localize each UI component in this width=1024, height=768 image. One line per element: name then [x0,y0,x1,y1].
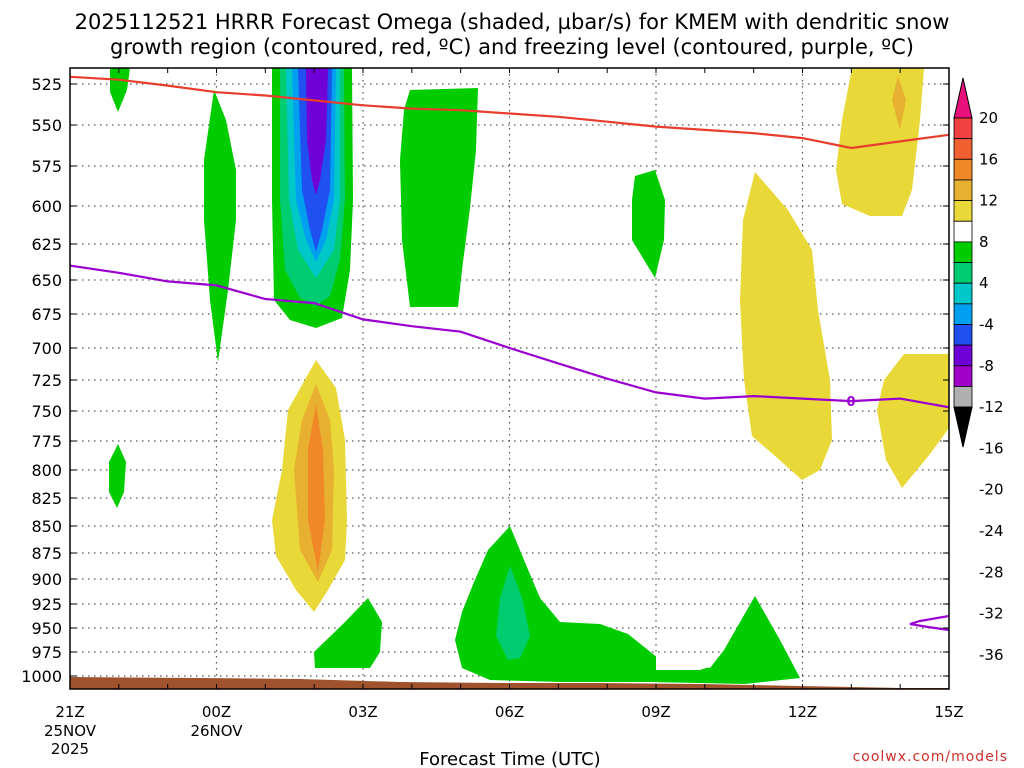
colorbar-tick-label: -12 [979,398,1004,416]
y-tick-label: 600 [31,197,62,216]
colorbar-tick-label: -24 [979,522,1004,540]
terrain-ground [70,677,949,689]
plot-area: 0 [69,67,950,690]
colorbar: 20 16 12 8 4 -4 -8 -12 -16 -20 -24 -28 -32 -36 [953,77,1004,664]
colorbar-band [953,241,973,263]
y-tick-label: 550 [31,116,62,135]
y-tick-label: 1000 [21,667,62,686]
x-tick-label: 00Z [202,703,231,721]
colorbar-tick-label: -36 [979,646,1004,664]
x-tick-label: 03Z [348,703,377,721]
colorbar-band [953,386,973,408]
y-tick-label: 850 [31,517,62,536]
colorbar-band [953,138,973,160]
colorbar-top-arrow [953,77,973,119]
y-tick-label: 975 [31,643,62,662]
omega-yellow-blob [740,172,832,480]
x-tick-label: 21Z [55,703,84,721]
freezing-level-line [70,264,949,409]
colorbar-band [953,158,973,181]
x-tick-label: 09Z [641,703,670,721]
colorbar-tick-label: -4 [979,316,994,334]
x-tick-label: 06Z [495,703,524,721]
omega-teal-blob [496,566,530,660]
y-tick-label: 675 [31,305,62,324]
y-tick-label: 525 [31,75,62,94]
chart-title-line1: 2025112521 HRRR Forecast Omega (shaded, … [75,10,950,34]
omega-darkorange-blob [308,404,325,572]
colorbar-tick-label: 16 [979,150,998,168]
y-tick-label: 725 [31,371,62,390]
colorbar-band [953,262,973,284]
colorbar-tick-label: 8 [979,233,989,251]
y-tick-label: 875 [31,544,62,563]
colorbar-tick-label: 12 [979,192,998,210]
omega-yellow-blob [877,354,949,488]
omega-white-gap [656,656,712,670]
x-tick-date: 26NOV [190,722,243,740]
colorbar-tick-label: 4 [979,274,989,292]
y-tick-label: 700 [31,339,62,358]
colorbar-tick-label: 20 [979,109,998,127]
omega-shading [109,68,949,684]
y-axis: 525 550 575 600 625 650 675 700 725 750 775 800 825 8… [21,75,949,686]
omega-green-blob [204,90,236,362]
colorbar-band [953,303,973,325]
x-tick-label: 15Z [934,703,963,721]
colorbar-band [953,324,973,346]
colorbar-tick-label: -20 [979,481,1004,499]
x-tick-date: 25NOV [44,722,97,740]
y-tick-label: 575 [31,157,62,176]
colorbar-band [953,365,973,387]
colorbar-band [953,179,973,201]
colorbar-tick-label: -8 [979,357,994,375]
omega-green-blob [314,598,382,668]
y-tick-label: 900 [31,570,62,589]
y-tick-label: 925 [31,595,62,614]
y-tick-label: 650 [31,271,62,290]
colorbar-band [953,117,973,140]
colorbar-tick-label: -16 [979,439,1004,457]
omega-green-blob [400,88,478,307]
x-axis-label: Forecast Time (UTC) [419,749,600,768]
colorbar-bottom-arrow [953,406,973,448]
colorbar-tick-label: -32 [979,605,1004,623]
x-tick-year: 2025 [51,740,89,758]
chart-title-line2: growth region (contoured, red, ºC) and f… [110,35,914,59]
y-tick-label: 800 [31,461,62,480]
y-tick-label: 625 [31,235,62,254]
colorbar-band [953,282,973,305]
y-tick-label: 750 [31,402,62,421]
omega-green-blob [109,444,126,508]
freezing-level-small-contour [909,614,949,632]
credit-text: coolwx.com/models [853,749,1008,765]
colorbar-tick-label: -28 [979,563,1004,581]
omega-green-blob [455,526,800,684]
y-tick-label: 775 [31,432,62,451]
colorbar-band [953,220,973,243]
y-tick-label: 825 [31,489,62,508]
colorbar-band [953,200,973,222]
y-tick-label: 950 [31,619,62,638]
freezing-level-label: 0 [846,395,855,410]
x-tick-label: 12Z [788,703,817,721]
dendritic-snow-growth-line [70,75,949,150]
omega-orange-blob [892,76,906,130]
colorbar-band [953,344,973,367]
omega-green-blob [632,170,665,278]
